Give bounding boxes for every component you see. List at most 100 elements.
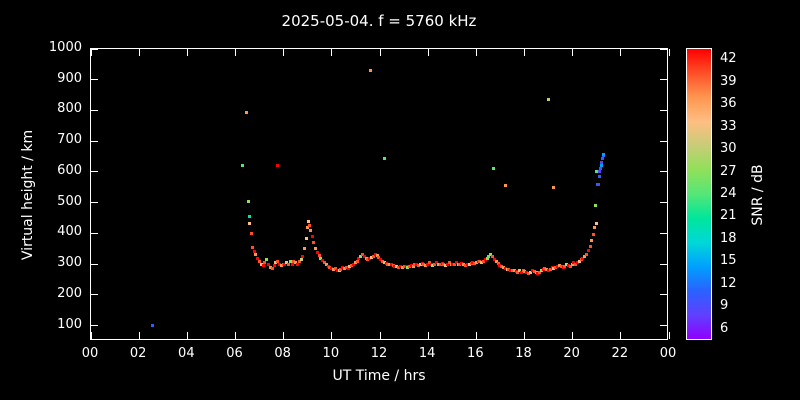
data-point [402, 265, 406, 269]
data-point [426, 262, 430, 266]
data-point [339, 268, 343, 272]
data-point [453, 262, 457, 266]
data-point [411, 264, 415, 268]
data-point [485, 256, 489, 260]
data-point [383, 156, 387, 160]
x-tick-label: 12 [370, 346, 388, 361]
data-point [597, 175, 601, 179]
data-point [458, 263, 462, 267]
data-point [462, 262, 466, 266]
data-point [520, 270, 524, 274]
data-point [577, 259, 581, 263]
data-point [447, 261, 451, 265]
data-point [276, 164, 280, 168]
data-point [594, 169, 598, 173]
data-point [512, 269, 516, 273]
data-point [267, 262, 271, 266]
data-point [286, 262, 290, 266]
colorbar-tick-label: 42 [720, 51, 737, 67]
data-point [384, 262, 388, 266]
data-point [299, 258, 303, 262]
data-point [391, 263, 395, 267]
data-point [602, 152, 606, 156]
data-point [252, 250, 256, 254]
colorbar-tick-label: 27 [720, 163, 737, 179]
data-point [489, 253, 493, 257]
data-point [498, 263, 502, 267]
data-point [482, 259, 486, 263]
data-point [436, 262, 440, 266]
data-point [254, 253, 258, 257]
data-point [272, 264, 276, 268]
data-point [390, 262, 394, 266]
colorbar-label: SNR / dB [750, 164, 766, 226]
x-tick-mark [427, 49, 429, 56]
data-point [572, 261, 576, 265]
data-point [500, 265, 504, 269]
data-point [594, 222, 598, 226]
data-point [474, 261, 478, 265]
data-point [547, 268, 551, 272]
x-tick-label: 00 [659, 346, 677, 361]
data-point [285, 261, 289, 265]
data-point [321, 258, 325, 262]
data-point [586, 249, 590, 253]
data-point [352, 262, 355, 266]
x-tick-mark [620, 49, 622, 56]
data-point [247, 215, 251, 219]
data-point [463, 263, 467, 267]
data-point [342, 267, 346, 271]
colorbar-tick-label: 6 [720, 320, 729, 336]
data-point [574, 262, 578, 266]
data-point [417, 263, 421, 267]
data-point [568, 264, 572, 268]
data-point [244, 110, 248, 114]
data-point [366, 257, 370, 261]
data-point [268, 265, 272, 269]
data-point [472, 262, 476, 266]
data-point [276, 259, 280, 263]
data-point [532, 270, 536, 274]
data-point [355, 259, 359, 263]
data-point [368, 69, 372, 73]
data-point [442, 262, 446, 266]
x-tick-label: 18 [515, 346, 532, 361]
x-tick-mark [90, 332, 92, 339]
x-tick-label: 14 [418, 346, 436, 361]
x-tick-mark [475, 49, 477, 56]
data-point [283, 263, 287, 267]
x-tick-mark [235, 49, 236, 56]
data-point [378, 257, 382, 261]
data-point [250, 245, 254, 249]
data-point [296, 262, 300, 266]
data-point [279, 264, 283, 268]
data-point [579, 258, 583, 262]
data-point [509, 268, 513, 272]
data-point [565, 263, 569, 267]
x-tick-mark [138, 332, 140, 339]
data-point [373, 253, 377, 257]
data-point [150, 324, 154, 328]
data-point [507, 268, 511, 272]
data-point [516, 270, 520, 274]
data-point [281, 262, 285, 266]
data-point [503, 184, 507, 188]
data-point [364, 256, 368, 260]
x-tick-mark [138, 49, 140, 56]
data-point [539, 269, 543, 273]
data-point [581, 257, 585, 261]
y-tick-mark [660, 48, 667, 50]
data-point [557, 263, 561, 267]
y-tick-mark [91, 325, 98, 327]
data-point [487, 254, 491, 258]
colorbar-gradient [686, 48, 712, 340]
y-tick-mark [660, 263, 667, 265]
data-point [292, 259, 296, 263]
data-point [404, 264, 408, 268]
data-point [388, 263, 392, 267]
data-point [600, 156, 604, 160]
y-tick-mark [91, 232, 98, 234]
data-point [598, 170, 602, 174]
data-point [543, 266, 547, 270]
y-tick-mark [91, 140, 98, 142]
